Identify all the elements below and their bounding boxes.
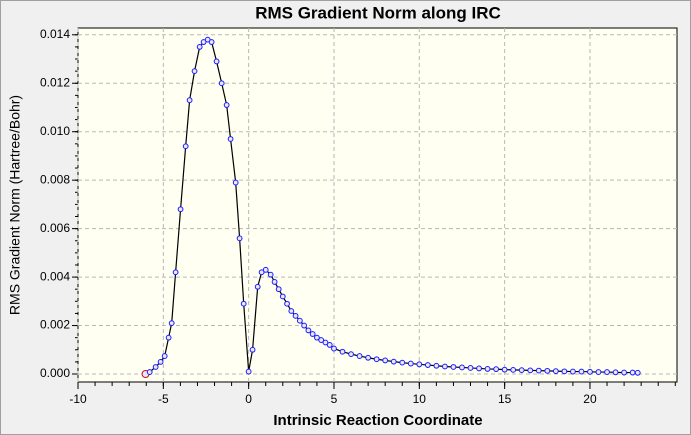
data-point	[275, 286, 282, 293]
data-point	[218, 80, 225, 87]
data-point	[356, 353, 363, 359]
data-point	[459, 364, 465, 371]
data-point	[146, 369, 153, 375]
data-point	[245, 368, 252, 375]
data-point	[424, 362, 431, 368]
data-point	[561, 368, 568, 375]
data-point	[292, 312, 299, 319]
data-point	[348, 351, 354, 358]
y-tick-label: 0.006	[40, 221, 70, 235]
y-tick-label: 0.000	[40, 366, 70, 380]
data-point	[467, 365, 474, 371]
data-point	[208, 39, 215, 45]
chart-title: RMS Gradient Norm along IRC	[255, 3, 501, 22]
data-point	[399, 359, 406, 366]
data-point	[168, 320, 175, 327]
data-point	[544, 367, 551, 374]
data-point	[232, 179, 239, 186]
data-point	[621, 369, 627, 376]
data-point	[236, 235, 243, 242]
y-tick-label: 0.002	[40, 318, 70, 332]
data-point	[552, 368, 559, 374]
data-point	[634, 369, 641, 376]
data-point	[249, 346, 256, 353]
data-point	[501, 366, 508, 373]
data-point	[227, 136, 234, 142]
x-tick-label: 20	[583, 392, 597, 406]
data-point	[152, 364, 159, 370]
x-tick-label: -10	[69, 392, 87, 406]
data-point	[157, 358, 164, 365]
data-point	[365, 354, 372, 361]
y-axis-label: RMS Gradient Norm (Hartree/Bohr)	[7, 95, 23, 315]
data-point	[407, 360, 414, 367]
data-point	[186, 97, 193, 104]
y-tick-label: 0.004	[40, 269, 70, 283]
data-point	[200, 39, 207, 45]
y-tick-label: 0.008	[40, 172, 70, 186]
x-tick-label: -5	[158, 392, 169, 406]
data-point	[450, 364, 457, 370]
data-point	[309, 331, 316, 337]
y-tick-label: 0.010	[40, 124, 70, 138]
data-point	[339, 348, 346, 355]
x-axis-label: Intrinsic Reaction Coordinate	[273, 412, 482, 429]
data-point	[578, 368, 585, 375]
data-point	[296, 317, 303, 324]
data-point	[382, 357, 389, 364]
data-point	[254, 283, 261, 290]
plot-area	[77, 27, 678, 383]
data-point	[267, 271, 274, 278]
data-point	[196, 43, 203, 50]
y-tick-label: 0.012	[40, 75, 70, 89]
data-point	[271, 279, 278, 285]
data-point	[284, 300, 290, 307]
data-point	[442, 363, 448, 370]
data-point	[493, 366, 500, 373]
data-point	[612, 369, 619, 376]
data-point	[433, 362, 440, 369]
data-point	[535, 367, 542, 374]
data-point	[279, 293, 286, 300]
data-point	[305, 327, 312, 334]
data-point	[476, 365, 482, 372]
data-point	[177, 206, 184, 213]
data-point	[484, 366, 491, 372]
data-point	[322, 339, 329, 346]
data-point	[191, 68, 198, 75]
data-point	[165, 334, 172, 341]
data-point	[595, 369, 602, 375]
data-point	[587, 368, 593, 375]
data-point	[258, 269, 265, 276]
data-point	[570, 368, 576, 375]
x-tick-label: 10	[413, 392, 427, 406]
data-point	[213, 58, 220, 65]
data-point	[604, 369, 610, 375]
x-tick-label: 5	[331, 392, 338, 406]
data-point	[510, 366, 517, 373]
data-point	[373, 356, 380, 363]
data-point	[262, 266, 269, 273]
data-point	[629, 369, 636, 376]
data-point	[240, 300, 247, 307]
data-point	[318, 337, 325, 343]
x-tick-label: 15	[498, 392, 512, 406]
data-point	[301, 322, 308, 329]
data-point	[527, 367, 534, 374]
data-point	[416, 361, 423, 368]
data-point	[326, 342, 333, 348]
data-point	[331, 345, 337, 352]
data-point	[314, 334, 320, 341]
data-point	[288, 308, 295, 314]
data-point	[182, 143, 189, 150]
data-point	[172, 269, 179, 276]
x-tick-label: 0	[245, 392, 252, 406]
data-point	[518, 367, 525, 374]
data-point	[161, 353, 168, 359]
y-tick-label: 0.014	[40, 27, 70, 41]
data-point	[390, 358, 397, 365]
data-point	[223, 102, 230, 108]
